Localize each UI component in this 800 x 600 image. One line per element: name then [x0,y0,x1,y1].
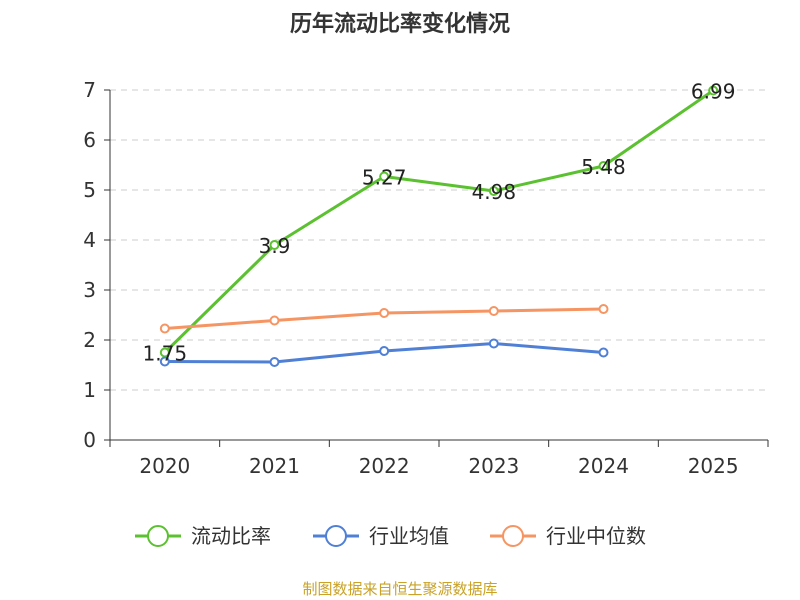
data-point[interactable] [269,240,280,250]
x-tick-label: 2020 [139,454,190,478]
series-line-0 [163,89,715,354]
legend-item-0[interactable]: 流动比率 [135,524,271,548]
x-tick-label: 2023 [468,454,519,478]
data-label: 5.27 [362,166,407,190]
y-tick-label: 0 [83,428,96,452]
legend-marker [147,525,169,547]
data-source-note: 制图数据来自恒生聚源数据库 [302,580,498,598]
data-point[interactable] [269,315,280,326]
data-point[interactable] [159,356,170,367]
axes: 0 1 2 3 4 5 6 7 2020 2021 2022 2023 2024 2025 [83,78,769,478]
legend-marker [502,525,524,547]
legend-label: 流动比率 [191,524,271,548]
data-point[interactable] [379,171,390,182]
legend-label: 行业均值 [369,524,449,548]
y-tick-label: 3 [83,278,96,302]
y-tick-label: 2 [83,328,96,352]
y-tick-label: 6 [83,128,96,152]
data-labels: 1.75 3.9 5.27 4.98 5.48 6.99 [143,80,736,366]
x-tick-label: 2024 [578,454,629,478]
chart-title: 历年流动比率变化情况 [289,12,510,37]
legend-item-2[interactable]: 行业中位数 [490,524,646,548]
data-point[interactable] [598,304,609,314]
x-tick-label: 2025 [688,454,739,478]
data-label: 6.99 [691,80,736,104]
legend-label: 行业中位数 [546,524,646,548]
data-point[interactable] [488,338,499,349]
y-tick-label: 5 [83,178,96,202]
y-tick-label: 1 [83,378,96,402]
data-point[interactable] [598,347,609,358]
data-point[interactable] [159,323,170,334]
legend-marker [325,525,347,547]
data-label: 4.98 [472,180,517,204]
x-tick-label: 2022 [359,454,410,478]
data-point[interactable] [488,306,499,316]
data-label: 5.48 [581,155,626,179]
data-point[interactable] [488,186,499,196]
gridlines [110,89,768,391]
data-point[interactable] [379,308,390,318]
x-tick-label: 2021 [249,454,300,478]
legend[interactable]: 流动比率 行业均值 行业中位数 [135,524,646,548]
legend-item-1[interactable]: 行业均值 [313,524,449,548]
y-tick-label: 4 [83,228,96,252]
y-tick-label: 7 [83,78,96,102]
data-point[interactable] [269,357,280,367]
data-label: 3.9 [259,234,291,258]
data-point[interactable] [598,161,609,171]
data-point[interactable] [379,346,390,356]
series [159,85,719,367]
data-label: 1.75 [143,342,188,366]
data-point[interactable] [708,85,719,96]
